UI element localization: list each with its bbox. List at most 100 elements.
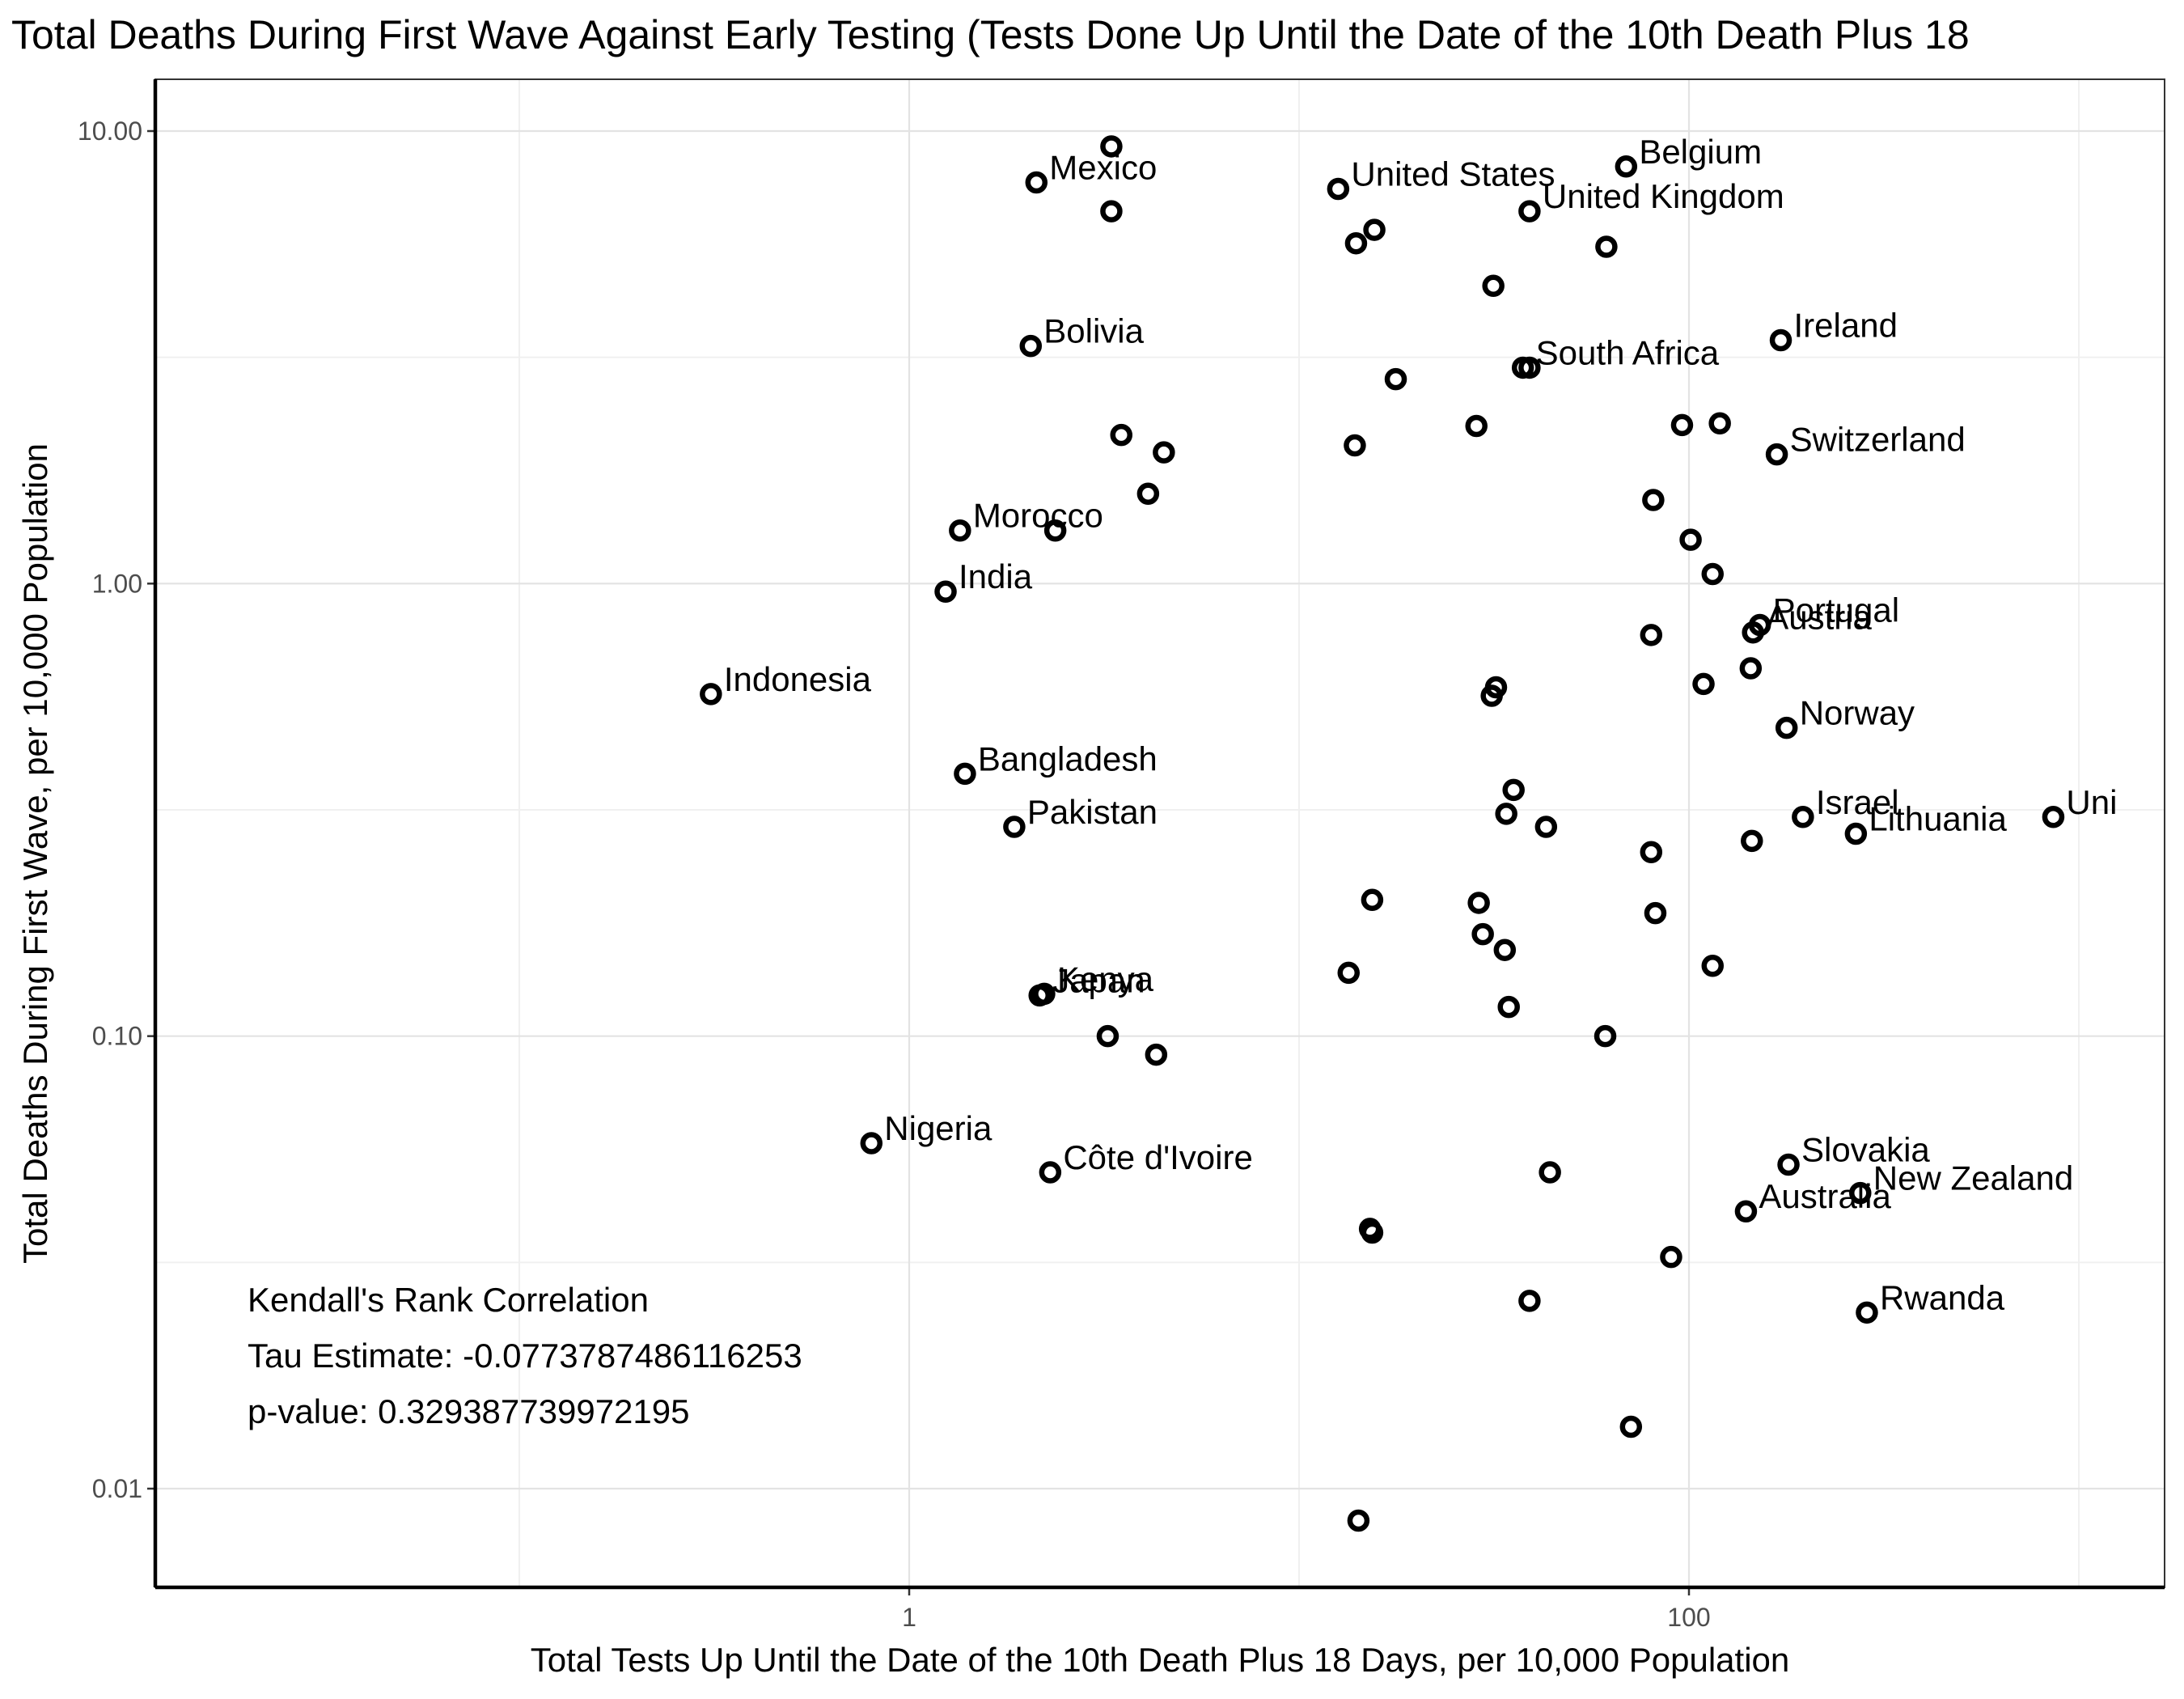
scatter-point	[1337, 961, 1361, 985]
scatter-point	[949, 519, 971, 542]
point-label: Pakistan	[1027, 793, 1158, 831]
scatter-point	[1856, 1301, 1878, 1324]
scatter-point	[1347, 1509, 1370, 1532]
scatter-point	[1640, 841, 1663, 864]
scatter-point	[1739, 657, 1763, 680]
scatter-point	[954, 762, 976, 786]
scatter-point	[1708, 412, 1731, 435]
point-label: Portugal	[1773, 591, 1899, 629]
data-points	[700, 135, 2065, 1532]
scatter-point	[1792, 806, 1814, 828]
point-label: Bangladesh	[978, 739, 1158, 777]
scatter-point	[1497, 995, 1520, 1019]
scatter-point	[700, 683, 722, 705]
scatter-point	[1482, 274, 1505, 298]
scatter-point	[1033, 982, 1056, 1006]
scatter-point	[1363, 218, 1386, 241]
point-label: New Zealand	[1873, 1159, 2073, 1197]
scatter-point	[1361, 1221, 1384, 1244]
scatter-point	[1384, 367, 1407, 391]
y-axis-label: Total Deaths During First Wave, per 10,0…	[16, 443, 54, 1264]
axes	[147, 78, 2165, 1595]
scatter-point	[1849, 1181, 1872, 1205]
scatter-point	[1660, 1245, 1682, 1269]
scatter-point	[1679, 528, 1702, 551]
point-label: Mexico	[1049, 148, 1157, 186]
scatter-point	[1471, 922, 1494, 946]
point-label: Lithuania	[1869, 800, 2007, 838]
stats-method: Kendall's Rank Correlation	[248, 1281, 649, 1319]
scatter-point	[1096, 1024, 1120, 1048]
point-label: Rwanda	[1880, 1278, 2005, 1316]
scatter-point	[1136, 482, 1160, 505]
scatter-point	[1518, 200, 1541, 222]
scatter-point	[1534, 816, 1558, 838]
scatter-point	[1615, 155, 1638, 178]
scatter-point	[1644, 901, 1667, 925]
kendall-stats-annotation: Kendall's Rank Correlation Tau Estimate:…	[248, 1272, 802, 1439]
point-label: South Africa	[1536, 333, 1720, 371]
scatter-point	[1025, 171, 1048, 194]
scatter-point	[1692, 672, 1715, 696]
point-label: Kenya	[1057, 960, 1154, 998]
scatter-point	[2042, 806, 2065, 828]
point-label: Bolivia	[1043, 312, 1144, 350]
scatter-point	[1619, 1415, 1643, 1438]
scatter-point	[1742, 621, 1764, 644]
point-label: United Kingdom	[1543, 177, 1784, 215]
x-axis-label: Total Tests Up Until the Date of the 10t…	[530, 1641, 1790, 1679]
scatter-point	[1153, 441, 1175, 464]
scatter-point	[1701, 562, 1725, 586]
scatter-point	[1361, 888, 1384, 912]
scatter-point	[1518, 356, 1541, 379]
scatter-point	[1465, 414, 1488, 438]
point-label: Morocco	[973, 497, 1103, 535]
scatter-point	[1110, 423, 1132, 447]
point-label: India	[959, 557, 1033, 595]
point-label: Australia	[1759, 1177, 1891, 1215]
scatter-point	[1480, 684, 1503, 707]
point-label: Belgium	[1639, 133, 1762, 171]
point-label: Japan	[1052, 961, 1145, 999]
scatter-point	[1100, 135, 1123, 158]
scatter-point	[1701, 955, 1725, 977]
scatter-point	[1594, 1024, 1617, 1048]
scatter-point	[1765, 443, 1788, 466]
scatter-point	[1493, 938, 1517, 961]
point-label: United States	[1351, 155, 1555, 193]
point-label: Austria	[1766, 599, 1872, 637]
point-label: Uni	[2066, 783, 2117, 821]
scatter-point	[1539, 1161, 1561, 1184]
point-label: Nigeria	[884, 1109, 993, 1147]
grid-lines	[155, 79, 2165, 1587]
point-label: Switzerland	[1790, 421, 1966, 459]
y-tick-label: 0.10	[92, 1022, 142, 1051]
point-label: Ireland	[1794, 307, 1898, 345]
point-label: Israel	[1816, 783, 1899, 821]
scatter-point	[1518, 1290, 1541, 1312]
scatter-point	[1467, 892, 1490, 914]
x-tick-label: 100	[1667, 1603, 1710, 1632]
scatter-point	[1642, 489, 1665, 511]
scatter-point	[1327, 177, 1350, 201]
scatter-point	[1039, 1161, 1062, 1184]
point-label: Norway	[1800, 694, 1915, 732]
scatter-point	[1043, 519, 1067, 542]
y-tick-label: 1.00	[92, 569, 142, 598]
scatter-point	[1495, 803, 1517, 825]
stats-pvalue: p-value: 0.329387739972195	[248, 1392, 690, 1430]
scatter-point	[860, 1132, 883, 1155]
scatter-point	[1344, 434, 1366, 457]
chart-title: Total Deaths During First Wave Against E…	[11, 12, 1970, 57]
scatter-point	[1595, 235, 1618, 258]
scatter-point	[1019, 334, 1043, 358]
stats-tau: Tau Estimate: -0.0773787486116253	[248, 1337, 802, 1375]
scatter-point	[1100, 200, 1123, 222]
scatter-point	[1769, 328, 1792, 352]
scatter-point	[1734, 1200, 1758, 1222]
y-tick-label: 10.00	[78, 117, 142, 146]
point-labels: Mexico United States Belgium United Kingdom…	[724, 133, 2118, 1317]
scatter-point	[1670, 413, 1694, 437]
scatter-point	[1844, 822, 1868, 845]
